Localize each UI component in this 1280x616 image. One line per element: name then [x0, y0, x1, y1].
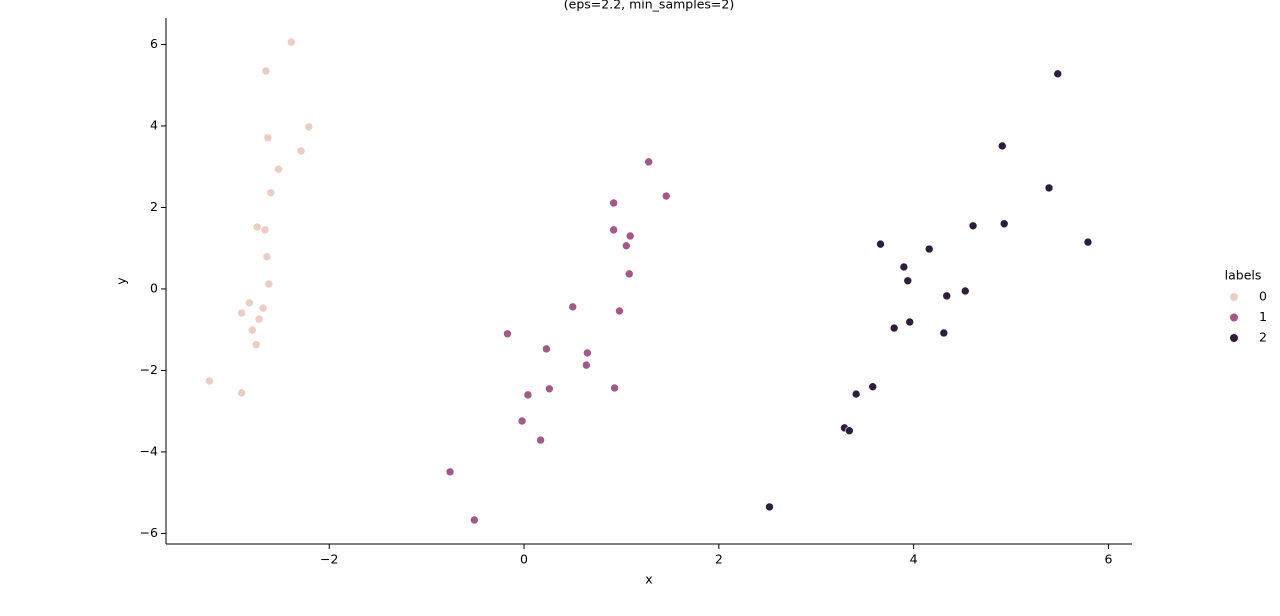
point	[661, 191, 671, 201]
y-axis-label: y	[114, 277, 129, 285]
point	[622, 241, 631, 251]
point	[545, 384, 554, 394]
point	[517, 416, 527, 426]
x-tick-label: −2	[320, 552, 338, 567]
point	[644, 157, 654, 167]
point	[942, 291, 952, 301]
point	[296, 146, 306, 156]
point	[905, 317, 915, 327]
point	[624, 269, 634, 279]
point	[615, 306, 624, 316]
point	[1044, 183, 1054, 193]
point	[568, 302, 578, 312]
point	[876, 239, 885, 249]
point	[625, 231, 635, 241]
y-tick-label: −2	[140, 362, 158, 377]
legend-marker	[1230, 334, 1238, 342]
legend-label: 2	[1259, 330, 1267, 345]
point	[254, 314, 264, 324]
point	[445, 467, 455, 477]
y-tick-label: 0	[150, 280, 158, 295]
point	[924, 244, 934, 254]
x-tick-label: 2	[715, 552, 723, 567]
point	[258, 303, 268, 313]
point	[542, 344, 551, 354]
point	[999, 219, 1009, 229]
point	[261, 66, 271, 76]
point	[286, 37, 296, 47]
point	[536, 435, 545, 445]
point	[251, 340, 261, 350]
point	[939, 328, 949, 338]
point	[304, 122, 314, 132]
point	[868, 382, 878, 392]
point	[260, 225, 270, 235]
point	[1053, 69, 1063, 79]
x-axis-label: x	[645, 572, 652, 587]
point	[262, 252, 272, 262]
y-tick-label: −6	[140, 525, 158, 540]
y-tick-label: 2	[150, 199, 158, 214]
y-tick-label: −4	[140, 443, 158, 458]
point	[266, 188, 276, 198]
point	[609, 225, 618, 235]
point	[960, 286, 970, 296]
point	[609, 198, 618, 208]
point	[470, 515, 479, 525]
chart-title: (eps=2.2, min_samples=2)	[564, 0, 734, 12]
point	[252, 222, 262, 232]
legend-label: 1	[1259, 309, 1267, 324]
point	[263, 133, 273, 143]
point	[582, 360, 591, 370]
point	[903, 276, 913, 286]
y-tick-label: 4	[150, 117, 158, 132]
legend-marker	[1230, 313, 1238, 322]
point	[237, 388, 246, 398]
point	[237, 308, 246, 318]
point	[851, 389, 861, 399]
y-tick-label: 6	[150, 36, 158, 51]
point	[205, 376, 214, 386]
point	[765, 502, 774, 512]
point	[968, 221, 978, 231]
point	[274, 164, 283, 174]
x-tick-label: 4	[910, 552, 918, 567]
point	[503, 329, 512, 339]
point	[523, 390, 533, 400]
point	[264, 279, 274, 289]
x-tick-label: 0	[520, 552, 528, 567]
point	[583, 348, 592, 358]
point	[845, 426, 854, 436]
point	[247, 325, 257, 335]
point	[245, 298, 254, 308]
point	[889, 323, 899, 333]
legend-title: labels	[1225, 268, 1262, 283]
point	[997, 141, 1007, 151]
x-tick-label: 6	[1104, 552, 1112, 567]
legend-label: 0	[1259, 289, 1267, 304]
legend-marker	[1230, 293, 1238, 301]
point	[899, 262, 909, 272]
point	[610, 383, 619, 393]
point	[1083, 237, 1093, 247]
